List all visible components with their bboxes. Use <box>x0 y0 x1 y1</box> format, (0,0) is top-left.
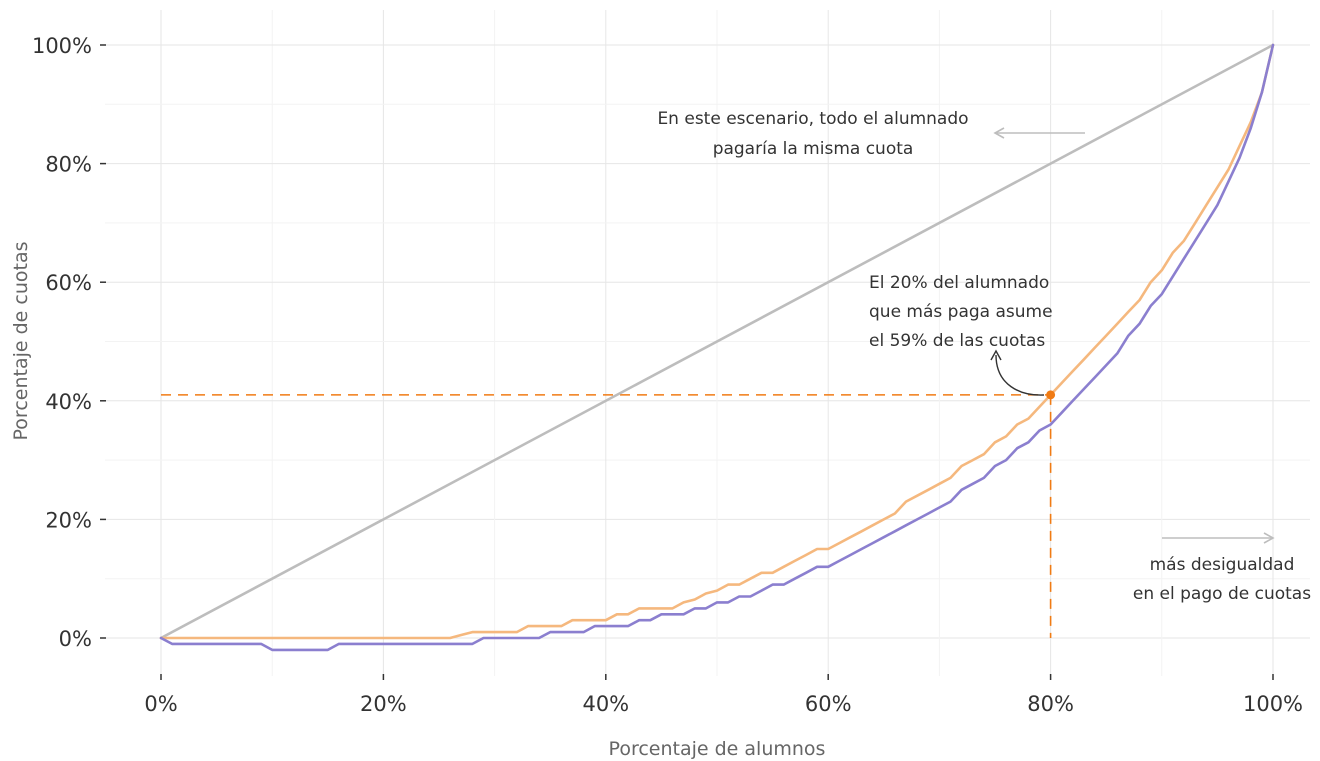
annotation-text-3: más desigualdad <box>1150 555 1295 575</box>
x-axis-title: Porcentaje de alumnos <box>609 738 826 760</box>
y-axis-ticks: 0% 20% 40% 60% 80% 100% <box>32 34 106 651</box>
x-tick-label: 20% <box>360 692 407 716</box>
x-axis-ticks: 0% 20% 40% 60% 80% 100% <box>144 674 1303 716</box>
annotations: En este escenario, todo el alumnado pagar… <box>657 109 1311 604</box>
x-tick-label: 80% <box>1027 692 1074 716</box>
annotation-text-1: En este escenario, todo el alumnado <box>657 109 968 129</box>
highlight-point <box>1046 390 1055 399</box>
x-tick-label: 60% <box>805 692 852 716</box>
annotation-text-3: en el pago de cuotas <box>1133 584 1311 604</box>
y-tick-label: 60% <box>45 271 92 295</box>
y-tick-label: 20% <box>45 508 92 532</box>
highlight-callout-arrow <box>996 355 1044 395</box>
y-tick-label: 100% <box>32 34 92 58</box>
y-tick-label: 0% <box>59 627 92 651</box>
x-tick-label: 0% <box>144 692 177 716</box>
y-tick-label: 40% <box>45 390 92 414</box>
annotation-text-1: pagaría la misma cuota <box>713 139 914 159</box>
x-tick-label: 100% <box>1243 692 1303 716</box>
x-tick-label: 40% <box>582 692 629 716</box>
y-axis-title: Porcentaje de cuotas <box>10 242 32 441</box>
annotation-text-2: que más paga asume <box>869 302 1053 322</box>
annotation-text-2: El 20% del alumnado <box>869 273 1049 293</box>
annotation-text-2: el 59% de las cuotas <box>869 331 1045 351</box>
y-tick-label: 80% <box>45 153 92 177</box>
